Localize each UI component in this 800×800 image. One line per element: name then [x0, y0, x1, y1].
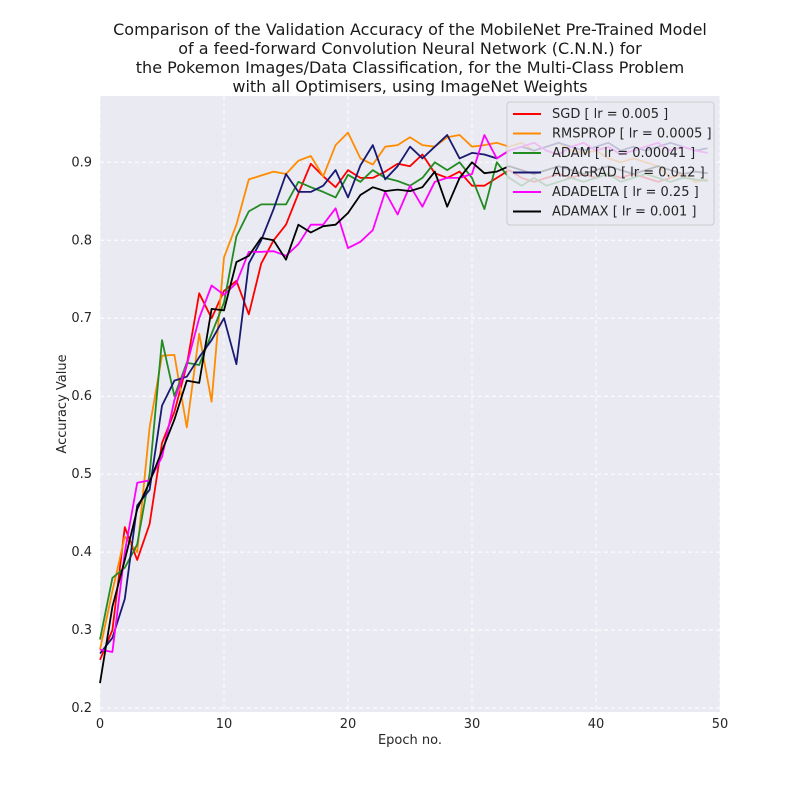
chart-title-line-3: the Pokemon Images/Data Classification, …: [136, 58, 684, 77]
legend-label-4: ADADELTA [ lr = 0.25 ]: [552, 185, 699, 200]
legend-box: [506, 101, 715, 226]
chart-title-line-4: with all Optimisers, using ImageNet Weig…: [232, 77, 587, 96]
y-axis-label: Accuracy Value: [55, 354, 70, 453]
x-axis-label: Epoch no.: [378, 733, 442, 748]
legend-label-2: ADAM [ lr = 0.00041 ]: [552, 146, 695, 161]
y-tick-label: 0.9: [71, 155, 92, 170]
y-tick-label: 0.3: [71, 623, 92, 638]
x-tick-label: 0: [96, 717, 104, 732]
y-tick-label: 0.5: [71, 467, 92, 482]
legend-label-3: ADAGRAD [ lr = 0.012 ]: [552, 166, 705, 181]
x-tick-label: 40: [588, 717, 605, 732]
legend-label-5: ADAMAX [ lr = 0.001 ]: [552, 205, 696, 220]
y-tick-label: 0.2: [71, 701, 92, 716]
legend-label-0: SGD [ lr = 0.005 ]: [552, 107, 668, 122]
legend: SGD [ lr = 0.005 ] RMSPROP [ lr = 0.0005 …: [506, 101, 715, 226]
grid-lines: [99, 96, 721, 712]
y-tick-label: 0.7: [71, 311, 92, 326]
y-tick-label: 0.8: [71, 233, 92, 248]
legend-label-1: RMSPROP [ lr = 0.0005 ]: [552, 127, 712, 142]
x-tick-label: 10: [216, 717, 233, 732]
x-tick-label: 20: [340, 717, 357, 732]
x-tick-label: 50: [712, 717, 729, 732]
chart-title-line-1: Comparison of the Validation Accuracy of…: [113, 20, 707, 39]
y-tick-label: 0.6: [71, 389, 92, 404]
axis-ticks: 0 10 20 30 40 50 0.2 0.3 0.4 0.5 0.6 0.7 0.8 0.9: [71, 155, 728, 732]
y-tick-label: 0.4: [71, 545, 92, 560]
x-tick-label: 30: [464, 717, 481, 732]
chart-title-line-2: of a feed-forward Convolution Neural Net…: [178, 39, 642, 58]
chart-title: Comparison of the Validation Accuracy of…: [113, 20, 707, 96]
